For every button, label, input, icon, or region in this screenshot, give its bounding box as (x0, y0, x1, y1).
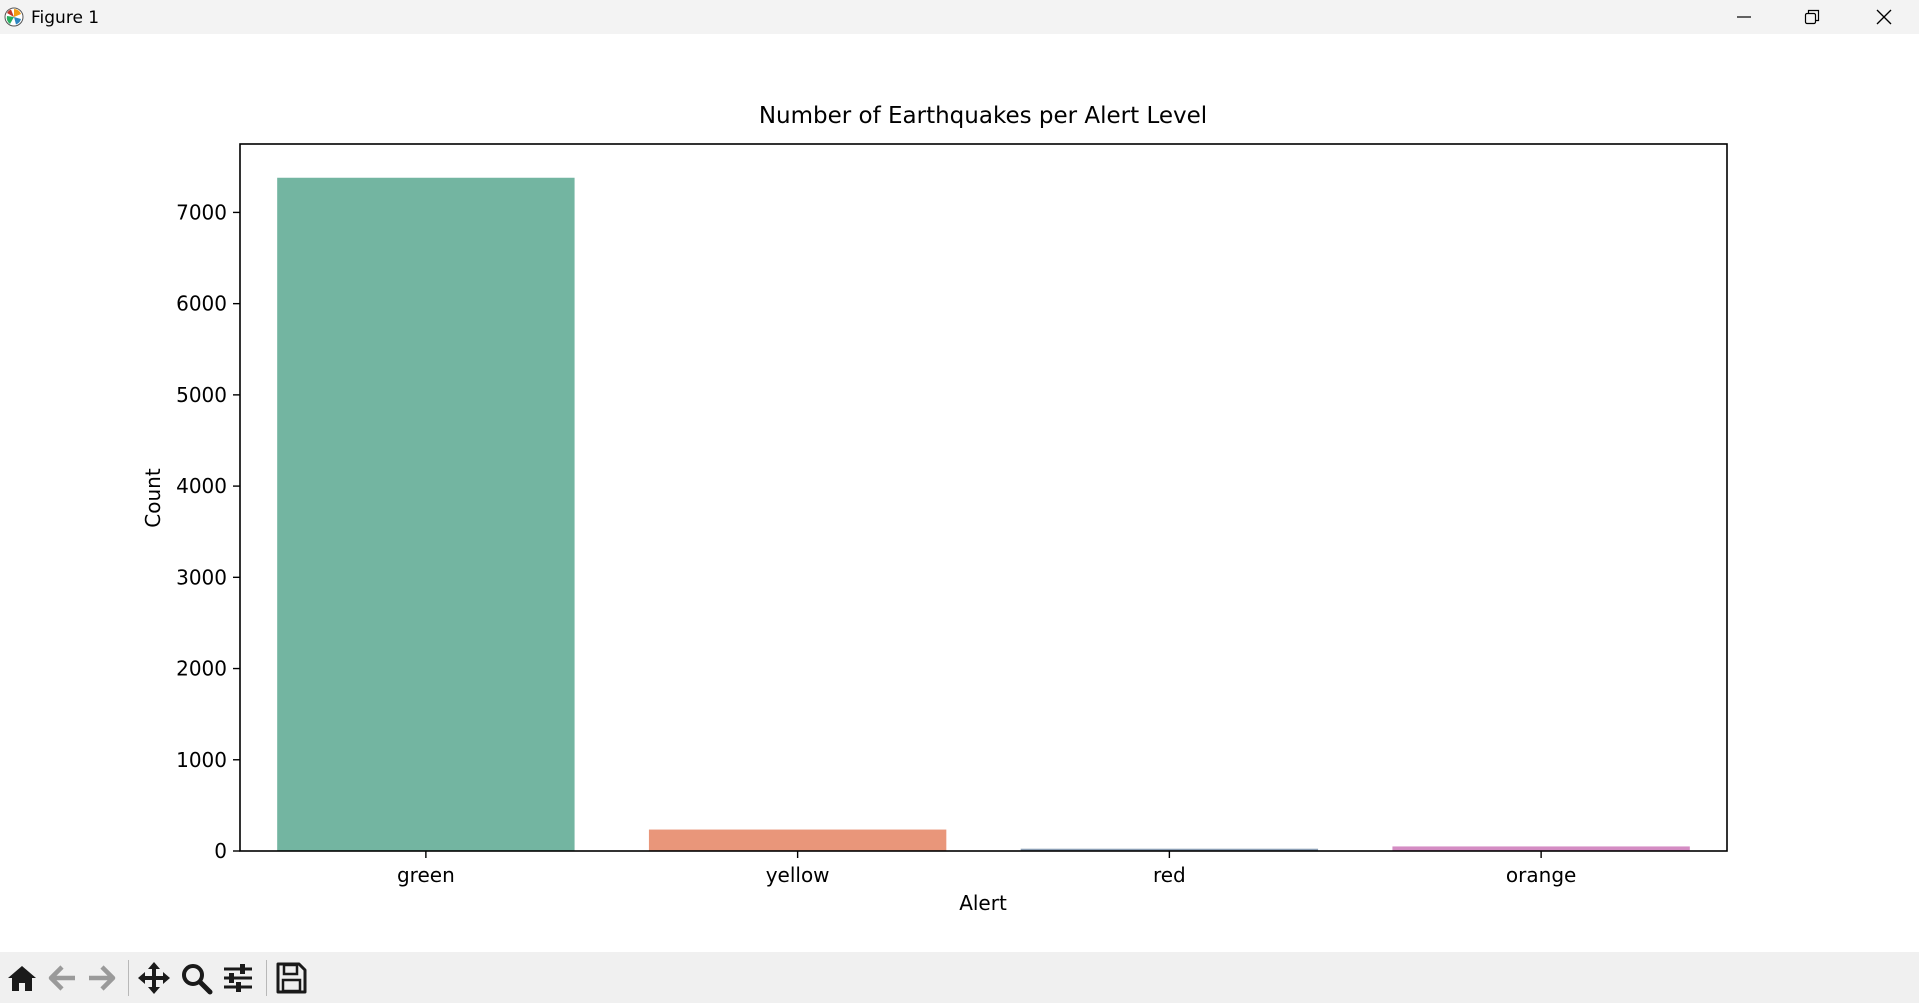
y-axis-label: Count (141, 468, 165, 528)
title-bar: Figure 1 (0, 0, 1919, 34)
y-tick-label: 4000 (176, 474, 227, 498)
arrow-left-icon (48, 965, 75, 991)
close-icon (1876, 9, 1892, 25)
axes-frame (239, 143, 1728, 852)
sliders-icon (224, 964, 252, 992)
back-button[interactable] (44, 960, 80, 996)
minimize-icon (1737, 16, 1751, 18)
navigation-toolbar (0, 952, 1919, 1003)
forward-button[interactable] (84, 960, 120, 996)
x-tick-label: orange (1506, 863, 1576, 887)
toolbar-separator (266, 960, 267, 996)
y-tick-label: 3000 (176, 565, 227, 589)
y-tick-label: 1000 (176, 748, 227, 772)
save-button[interactable] (273, 960, 309, 996)
y-tick-label: 7000 (176, 200, 227, 224)
y-tick-label: 5000 (176, 383, 227, 407)
zoom-button[interactable] (178, 960, 214, 996)
y-tick-label: 2000 (176, 657, 227, 681)
magnifier-icon (182, 964, 213, 995)
matplotlib-logo-icon (4, 7, 24, 27)
minimize-button[interactable] (1710, 0, 1778, 34)
floppy-disk-icon (276, 962, 307, 994)
figure-canvas[interactable]: Number of Earthquakes per Alert Level gr… (0, 34, 1919, 952)
window-title: Figure 1 (31, 8, 100, 28)
bar-orange (1392, 846, 1690, 851)
bar-yellow (648, 829, 947, 851)
x-tick-label: yellow (766, 863, 830, 887)
home-button[interactable] (4, 960, 40, 996)
toolbar-separator (128, 960, 129, 996)
y-tick-label: 0 (214, 839, 227, 863)
pan-button[interactable] (136, 960, 172, 996)
bar-chart: Number of Earthquakes per Alert Level gr… (141, 103, 1728, 915)
bar-red (1020, 848, 1319, 851)
x-tick-label: green (397, 863, 455, 887)
restore-icon (1804, 9, 1820, 25)
arrow-right-icon (89, 965, 116, 991)
x-axis-label: Alert (959, 891, 1007, 915)
restore-button[interactable] (1778, 0, 1846, 34)
x-tick-label: red (1153, 863, 1186, 887)
bar-green (277, 177, 575, 852)
chart-title: Number of Earthquakes per Alert Level (759, 103, 1207, 129)
close-button[interactable] (1850, 0, 1918, 34)
home-icon (8, 966, 36, 991)
move-icon (138, 962, 170, 994)
configure-subplots-button[interactable] (220, 960, 256, 996)
y-tick-label: 6000 (176, 292, 227, 316)
